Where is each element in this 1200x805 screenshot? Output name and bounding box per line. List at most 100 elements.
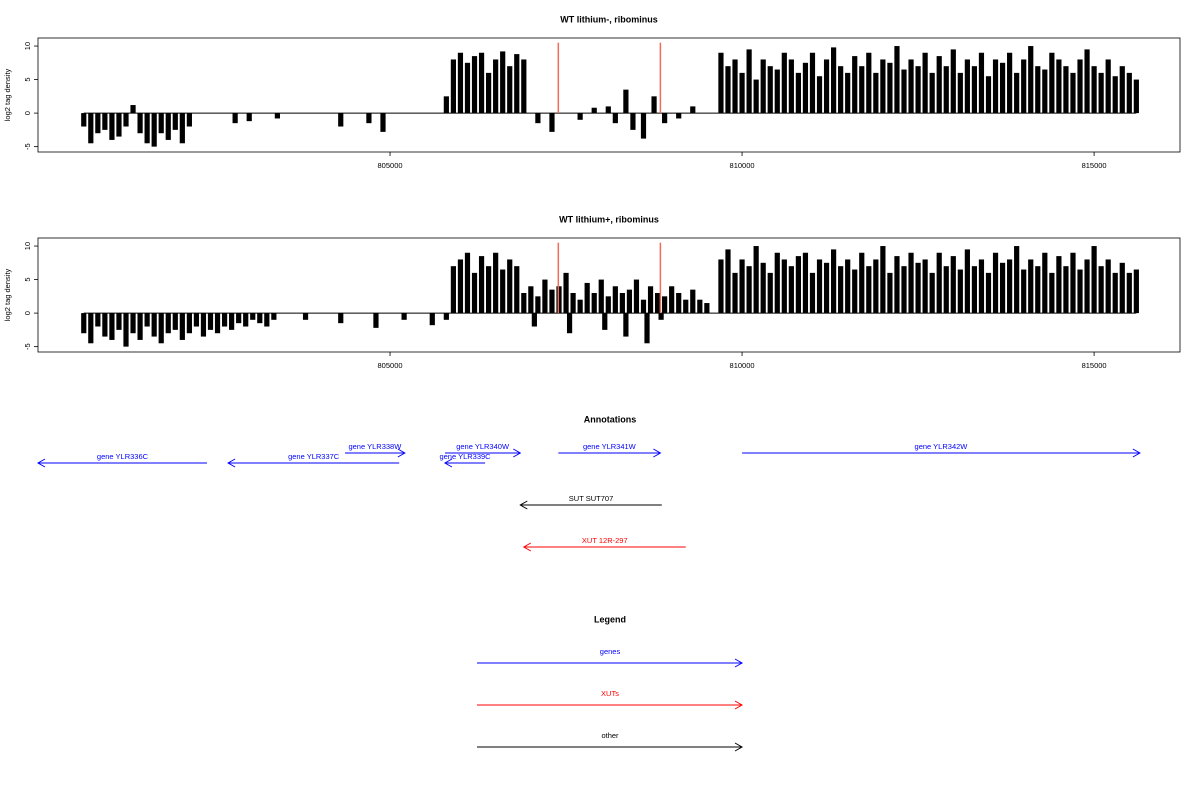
bar bbox=[802, 252, 809, 314]
bar bbox=[901, 266, 907, 314]
x-tick-label: 810000 bbox=[730, 161, 755, 170]
y-tick-label: 5 bbox=[23, 277, 32, 281]
bar bbox=[338, 313, 344, 324]
feature-label: gene YLR339C bbox=[439, 452, 491, 461]
feature-arrow-head bbox=[397, 448, 406, 458]
bar bbox=[1049, 52, 1055, 114]
feature-label: XUT 12R-297 bbox=[582, 536, 628, 545]
bar bbox=[623, 313, 629, 337]
bar bbox=[1119, 262, 1125, 314]
bar bbox=[95, 113, 101, 134]
feature-arrow-head bbox=[653, 448, 662, 458]
bar bbox=[1126, 272, 1132, 314]
bar bbox=[591, 107, 597, 114]
bar bbox=[746, 49, 752, 114]
bar bbox=[130, 105, 136, 114]
bar bbox=[1014, 246, 1020, 314]
bar bbox=[116, 313, 122, 330]
bar bbox=[1098, 72, 1104, 114]
bar bbox=[186, 313, 192, 334]
bar bbox=[658, 313, 664, 320]
bar bbox=[823, 59, 830, 114]
bar bbox=[915, 66, 921, 114]
bar bbox=[1042, 69, 1048, 114]
bar bbox=[725, 66, 731, 114]
bar bbox=[936, 56, 942, 114]
bar bbox=[845, 72, 851, 114]
bar bbox=[1028, 46, 1034, 114]
bar bbox=[795, 72, 801, 114]
bar bbox=[859, 252, 865, 314]
bar bbox=[528, 286, 534, 314]
bar bbox=[887, 62, 893, 114]
feature-label: gene YLR342W bbox=[915, 442, 969, 451]
bar bbox=[380, 113, 386, 132]
bar bbox=[137, 113, 143, 134]
bar bbox=[1056, 59, 1062, 114]
bar bbox=[193, 313, 200, 327]
bar bbox=[1133, 269, 1139, 314]
bar bbox=[123, 113, 129, 127]
feature-arrow-head bbox=[227, 458, 236, 468]
bar bbox=[151, 313, 157, 337]
feature-arrow-head bbox=[522, 542, 532, 552]
bar bbox=[137, 313, 143, 340]
bar bbox=[767, 66, 773, 114]
bar bbox=[123, 313, 129, 347]
x-tick-label: 805000 bbox=[378, 161, 403, 170]
bar bbox=[964, 249, 970, 314]
bar bbox=[221, 313, 228, 327]
bar bbox=[690, 289, 696, 314]
bar bbox=[774, 69, 780, 114]
feature-arrow-head bbox=[513, 448, 522, 458]
bar bbox=[852, 269, 858, 314]
bar bbox=[830, 47, 837, 114]
bar bbox=[640, 299, 647, 314]
bar bbox=[732, 59, 738, 114]
bar bbox=[151, 113, 157, 147]
feature-arrow-head bbox=[519, 500, 528, 510]
bar bbox=[450, 266, 457, 314]
bar bbox=[457, 52, 464, 114]
bar bbox=[830, 249, 837, 314]
bar bbox=[908, 59, 914, 114]
bar bbox=[500, 269, 506, 314]
bar bbox=[1070, 72, 1076, 114]
bar bbox=[577, 299, 583, 314]
chart-title: WT lithium-, ribominus bbox=[560, 14, 658, 24]
bar bbox=[704, 303, 710, 314]
bar bbox=[1007, 52, 1013, 114]
bar bbox=[1084, 49, 1090, 114]
bar bbox=[457, 259, 464, 314]
bar bbox=[718, 52, 724, 114]
bar bbox=[1133, 79, 1139, 114]
x-tick-label: 805000 bbox=[378, 361, 403, 370]
bar bbox=[964, 59, 970, 114]
bar bbox=[633, 279, 640, 314]
y-tick-label: 10 bbox=[23, 242, 32, 250]
bar bbox=[838, 266, 844, 314]
bar bbox=[753, 246, 759, 314]
bar bbox=[531, 313, 537, 327]
legend-label: other bbox=[601, 731, 619, 740]
bar bbox=[809, 272, 816, 314]
bar bbox=[471, 272, 478, 314]
bar bbox=[767, 272, 773, 314]
bar bbox=[1035, 266, 1041, 314]
bar bbox=[957, 72, 963, 114]
bar bbox=[662, 113, 668, 124]
bar bbox=[781, 259, 787, 314]
bar bbox=[971, 266, 978, 314]
bar bbox=[866, 266, 872, 314]
bar bbox=[229, 313, 235, 330]
bar bbox=[373, 313, 379, 328]
bar bbox=[605, 296, 611, 314]
bar bbox=[478, 256, 485, 314]
bar bbox=[464, 252, 471, 314]
bar bbox=[450, 59, 457, 114]
bar bbox=[1077, 269, 1083, 314]
y-tick-label: -5 bbox=[23, 143, 32, 150]
bar bbox=[605, 106, 611, 114]
bar bbox=[1028, 259, 1034, 314]
